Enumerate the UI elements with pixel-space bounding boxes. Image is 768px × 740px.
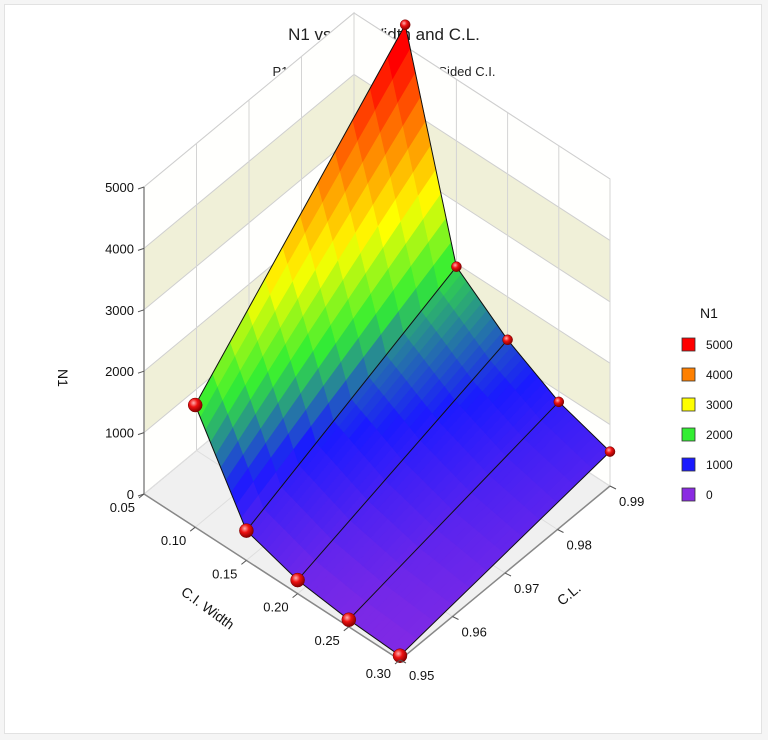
surface-mesh-line <box>246 266 457 531</box>
axis-ticks: 0 1000 2000 3000 4000 5000 0.05 0.10 0.15 0.20 0.2… <box>105 180 644 683</box>
legend-swatch <box>681 487 696 502</box>
y-tick-label: 0.97 <box>514 581 539 596</box>
legend-label: 4000 <box>706 368 733 382</box>
z-tick-label: 1000 <box>105 426 134 441</box>
y-tick-label: 0.95 <box>409 668 434 683</box>
legend-label: 5000 <box>706 338 733 352</box>
legend-label: 0 <box>706 488 713 502</box>
z-tick-mark <box>137 186 145 190</box>
y-tick-label: 0.99 <box>619 494 644 509</box>
x-tick-label: 0.20 <box>263 600 288 615</box>
data-point-marker <box>604 446 616 457</box>
z-tick-mark <box>137 247 145 251</box>
data-point-marker <box>341 612 357 627</box>
x-tick-label: 0.30 <box>366 666 391 681</box>
right-wall-band <box>354 13 610 241</box>
data-point-marker <box>187 397 203 413</box>
legend: N1 5000 4000 3000 2000 1000 0 <box>681 305 733 502</box>
z-tick-mark <box>137 309 145 313</box>
x-tick-label: 0.10 <box>161 533 186 548</box>
surface-mesh-line <box>297 339 508 581</box>
surface-plot <box>194 23 611 657</box>
legend-swatch <box>681 337 696 352</box>
y-tick-mark <box>399 659 407 664</box>
legend-swatch <box>681 427 696 442</box>
y-tick-mark <box>504 572 512 577</box>
x-tick-label: 0.15 <box>212 566 237 581</box>
data-point-marker <box>239 523 254 538</box>
legend-swatch <box>681 457 696 472</box>
x-tick-mark <box>343 626 350 632</box>
x-tick-label: 0.05 <box>110 500 135 515</box>
z-axis-title: N1 <box>55 369 71 387</box>
y-tick-mark <box>557 529 564 533</box>
legend-label: 3000 <box>706 398 733 412</box>
x-tick-mark <box>189 526 196 532</box>
z-tick-label: 2000 <box>105 364 134 379</box>
data-point-marker <box>451 261 462 272</box>
legend-swatch <box>681 397 696 412</box>
z-tick-mark <box>137 432 145 436</box>
y-tick-label: 0.98 <box>567 538 592 553</box>
z-tick-label: 0 <box>127 487 134 502</box>
y-tick-mark <box>609 485 617 490</box>
x-tick-mark <box>292 593 298 598</box>
data-markers <box>187 19 616 663</box>
z-tick-mark <box>137 370 145 374</box>
data-point-marker <box>392 648 408 663</box>
x-tick-mark <box>394 659 401 665</box>
data-point-marker <box>290 572 305 588</box>
y-axis-title: C.L. <box>554 580 584 609</box>
legend-label: 1000 <box>706 458 733 472</box>
x-tick-mark <box>241 560 247 565</box>
z-tick-label: 3000 <box>105 303 134 318</box>
x-tick-mark <box>138 493 145 499</box>
data-point-marker <box>553 396 565 408</box>
legend-swatch <box>681 367 696 382</box>
y-tick-mark <box>452 616 459 620</box>
y-tick-label: 0.96 <box>462 625 487 640</box>
x-axis-title: C.I. Width <box>178 583 237 632</box>
z-tick-label: 4000 <box>105 241 134 256</box>
z-tick-label: 5000 <box>105 180 134 195</box>
legend-title: N1 <box>700 305 718 321</box>
surface-mesh-line <box>348 401 560 621</box>
data-point-marker <box>399 19 411 30</box>
data-point-marker <box>502 334 513 346</box>
legend-label: 2000 <box>706 428 733 442</box>
x-tick-label: 0.25 <box>314 633 339 648</box>
